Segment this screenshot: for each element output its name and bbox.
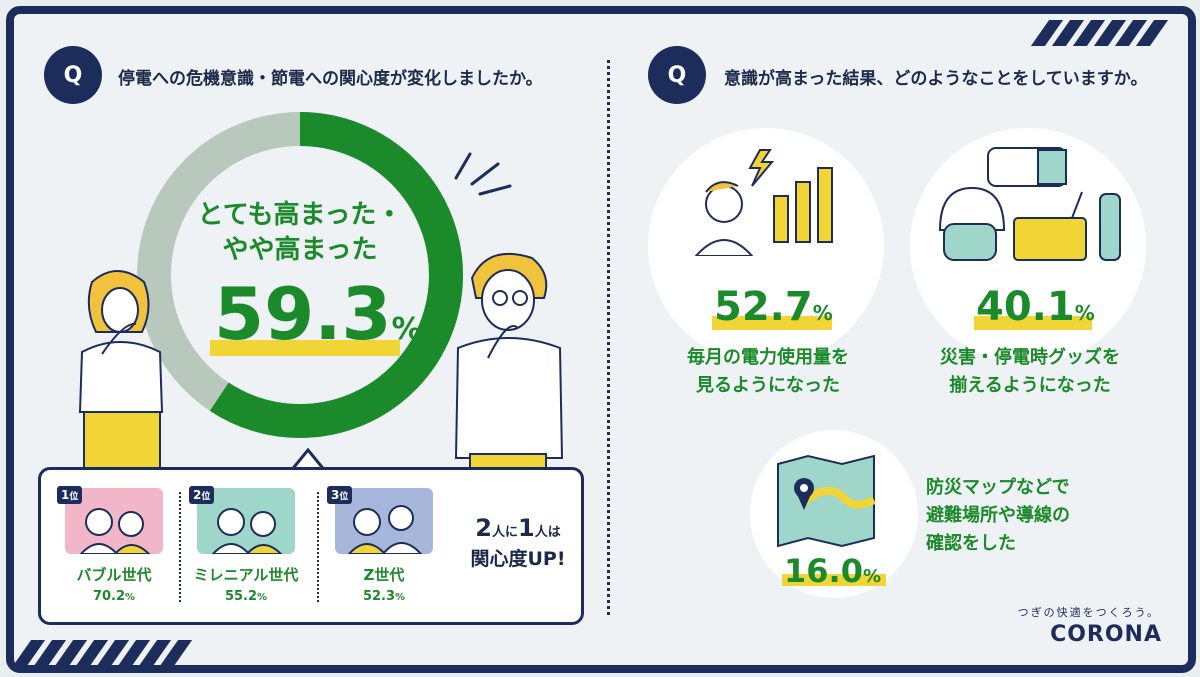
rank-card-3: 3位 Z世代 52.3% [325,486,443,604]
callout-number-2: 1 [518,514,535,542]
thinking-man-illustration [454,253,564,470]
rank-separator-2 [317,492,319,602]
awareness-donut-chart [137,112,463,438]
rank-3-value: 52.3% [362,589,406,604]
rank-2-value: 55.2% [224,589,268,604]
rank-1-name: バブル世代 [76,566,152,584]
donut-value-highlight [210,340,400,356]
result-2-value: 40.1% [976,284,1095,330]
thinking-person-bar-chart-icon [694,149,833,256]
donut-filled-segment [137,112,463,438]
rank-separator-1 [179,492,181,602]
donut-value-number: 59.3 [214,272,392,356]
bottom-left-stripes [12,640,193,666]
donut-title: とても高まった・ やや高まった [170,198,430,268]
question-badge-left: Q [44,46,102,104]
result-3-highlight [782,574,886,586]
alert-marks-icon [454,152,512,196]
top-right-stripes [1030,20,1169,46]
rank-1-badge: 1位 [57,486,83,504]
question-badge-right: Q [648,46,706,104]
result-3-label: 防災マップなどで 避難場所や導線の 確認をした [926,477,1070,554]
worried-woman-illustration [78,270,164,472]
donut-title-line2: やや高まった [222,235,378,266]
map-icon [777,454,876,548]
question-text-right: 意識が高まった結果、どのようなことをしていますか。 [724,69,1148,89]
rank-card-2: 2位 ミレニアル世代 55.2% [187,486,305,604]
result-2-highlight [974,316,1092,330]
emergency-goods-icon [938,147,1121,261]
generation-ranking-box: 1位 バブル世代 70.2% 2位 ミレニアル世代 55.2% [38,467,584,625]
callout-text-2: 人は [534,525,561,540]
donut-value-unit: % [391,312,422,347]
rank-1-image [65,488,163,554]
rank-3-name: Z世代 [363,566,405,584]
result-3-value: 16.0% [784,552,881,590]
donut-value: 59.3% [214,272,422,356]
result-1-label: 毎月の電力使用量を 見るようになった [687,347,849,396]
rank-card-1: 1位 バブル世代 70.2% [55,486,173,604]
callout-number-1: 2 [475,514,492,542]
rank-2-badge: 2位 [189,486,215,504]
corona-logo: CORONA [1050,622,1162,647]
result-1-value: 52.7% [714,284,833,330]
half-people-callout: 2人に1人は 関心度UP! [459,512,577,572]
result-1-highlight [712,316,832,330]
rank-2-name: ミレニアル世代 [193,566,299,584]
callout-line2: 関心度UP! [470,547,566,570]
rank-1-value: 70.2% [92,589,136,604]
brand-tagline: つぎの快適をつくろう。 [1017,606,1160,619]
donut-title-line1: とても高まった・ [197,200,403,230]
rank-3-badge: 3位 [327,486,353,504]
result-2-label: 災害・停電時グッズを 揃えるようになった [940,347,1120,396]
callout-text-1: 人に [491,525,518,540]
bubble-generation-couple-icon [65,488,163,554]
center-divider [607,60,610,615]
question-text-left: 停電への危機意識・節電への関心度が変化しましたか。 [118,69,543,89]
